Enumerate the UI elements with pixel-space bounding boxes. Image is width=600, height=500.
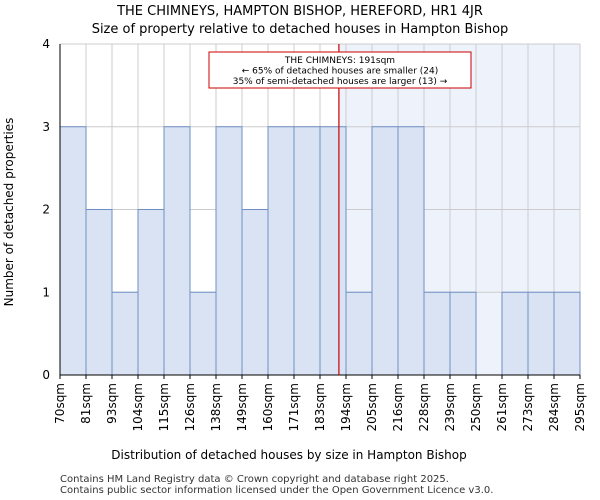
bar <box>163 126 191 376</box>
chart-title: THE CHIMNEYS, HAMPTON BISHOP, HEREFORD, … <box>117 4 483 19</box>
x-tick-label: 149sqm <box>235 383 249 431</box>
bar <box>371 126 399 376</box>
x-tick-label: 228sqm <box>417 383 431 431</box>
bar <box>111 291 139 376</box>
annotation-line: THE CHIMNEYS: 191sqm <box>284 56 395 66</box>
bar <box>293 126 321 376</box>
x-tick-label: 104sqm <box>131 383 145 431</box>
x-tick-label: 205sqm <box>365 383 379 431</box>
footer-line-1: Contains HM Land Registry data © Crown c… <box>60 474 449 485</box>
x-tick-label: 183sqm <box>313 383 327 431</box>
bar <box>501 291 529 376</box>
bar <box>319 126 347 376</box>
bar <box>59 126 87 376</box>
y-tick-label: 4 <box>42 37 50 51</box>
x-tick-label: 93sqm <box>105 383 119 424</box>
x-tick-label: 261sqm <box>495 383 509 431</box>
y-tick-label: 0 <box>42 368 50 382</box>
x-tick-label: 295sqm <box>573 383 587 431</box>
x-axis-label: Distribution of detached houses by size … <box>111 448 466 462</box>
bar <box>85 209 113 376</box>
footer-line-2: Contains public sector information licen… <box>60 485 494 496</box>
bar <box>423 291 451 376</box>
bar <box>215 126 243 376</box>
bar <box>241 209 269 376</box>
x-tick-label: 216sqm <box>391 383 405 431</box>
chart-subtitle: Size of property relative to detached ho… <box>91 22 509 37</box>
x-tick-label: 284sqm <box>547 383 561 431</box>
annotation-line: ← 65% of detached houses are smaller (24… <box>242 67 439 77</box>
x-tick-label: 239sqm <box>443 383 457 431</box>
y-axis-label: Number of detached properties <box>2 118 16 307</box>
x-tick-label: 70sqm <box>53 383 67 424</box>
x-tick-label: 273sqm <box>521 383 535 431</box>
bar <box>345 291 373 376</box>
annotation-box <box>208 51 472 89</box>
bar <box>189 291 217 376</box>
y-tick-label: 3 <box>42 120 50 134</box>
y-tick-label: 1 <box>42 285 50 299</box>
x-tick-label: 126sqm <box>183 383 197 431</box>
x-tick-label: 81sqm <box>79 383 93 424</box>
x-tick-label: 250sqm <box>469 383 483 431</box>
x-tick-label: 115sqm <box>157 383 171 431</box>
x-tick-label: 138sqm <box>209 383 223 431</box>
y-tick-label: 2 <box>42 203 50 217</box>
bar <box>397 126 425 376</box>
bar <box>267 126 295 376</box>
bar <box>137 209 165 376</box>
bar <box>527 291 555 376</box>
annotation-line: 35% of semi-detached houses are larger (… <box>233 77 448 87</box>
x-tick-label: 194sqm <box>339 383 353 431</box>
bar <box>553 291 581 376</box>
x-tick-label: 171sqm <box>287 383 301 431</box>
bar <box>449 291 477 376</box>
x-tick-label: 160sqm <box>261 383 275 431</box>
